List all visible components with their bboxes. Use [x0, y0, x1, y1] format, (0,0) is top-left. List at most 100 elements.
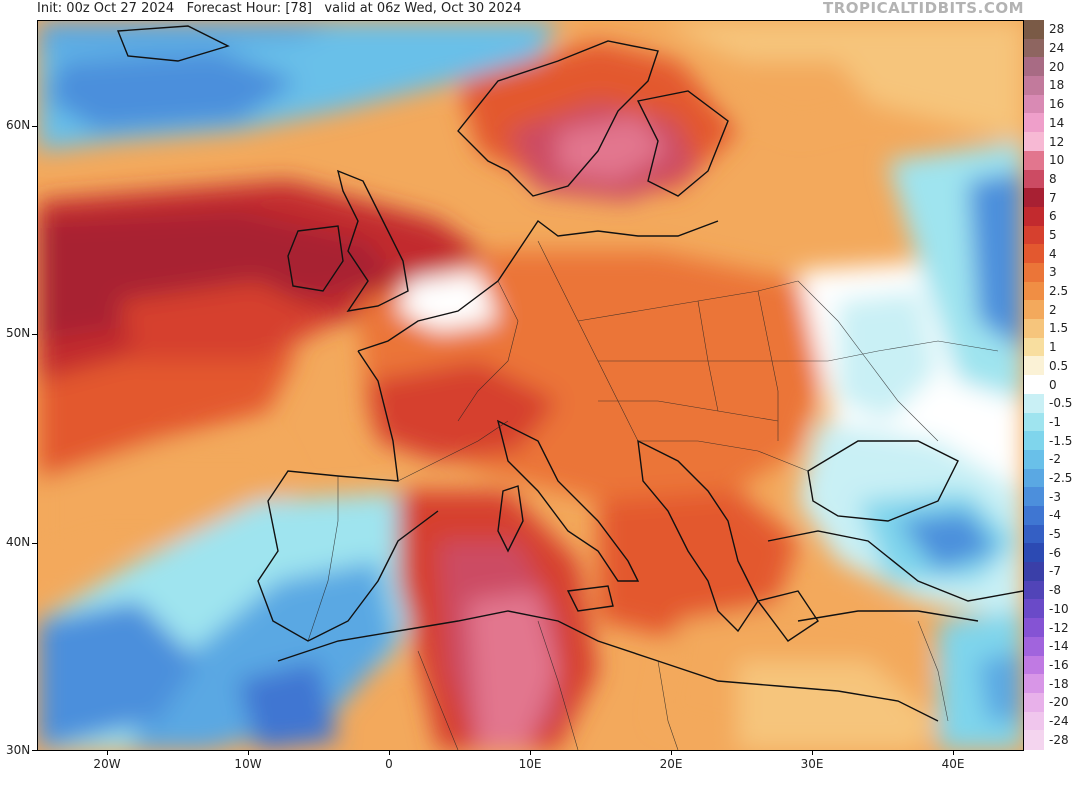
colorbar-swatch — [1024, 449, 1044, 470]
init-time: Init: 00z Oct 27 2024 — [37, 1, 175, 16]
lat-tick — [32, 126, 37, 127]
colorbar-swatch — [1024, 562, 1044, 582]
colorbar-swatch — [1024, 580, 1044, 601]
colorbar-label: 5 — [1049, 227, 1057, 242]
forecast-info: Init: 00z Oct 27 2024 Forecast Hour: [78… — [37, 1, 521, 16]
colorbar-swatch — [1024, 300, 1044, 320]
map-panel[interactable] — [37, 20, 1024, 751]
colorbar-swatch — [1024, 524, 1044, 544]
colorbar-swatch — [1024, 393, 1044, 414]
colorbar-label: -28 — [1049, 732, 1069, 747]
colorbar-label: 4 — [1049, 246, 1057, 261]
lon-tick — [671, 750, 672, 755]
colorbar-swatch — [1024, 431, 1044, 451]
colorbar-label: -3 — [1049, 489, 1061, 504]
colorbar-swatch — [1024, 76, 1044, 96]
colorbar-label: 16 — [1049, 97, 1065, 112]
anomaly-map — [38, 21, 1023, 750]
colorbar-label: 7 — [1049, 190, 1057, 205]
anomaly-field — [38, 21, 1023, 750]
lat-label-50n: 50N — [6, 326, 31, 340]
colorbar-swatch — [1024, 655, 1044, 675]
colorbar-label: 10 — [1049, 153, 1065, 168]
lat-tick — [32, 750, 37, 751]
colorbar-label: -0.5 — [1049, 396, 1073, 411]
lon-label-40e: 40E — [941, 757, 965, 771]
colorbar-label: -12 — [1049, 620, 1069, 635]
colorbar-swatch — [1024, 263, 1044, 283]
colorbar-label: -16 — [1049, 657, 1069, 672]
colorbar-label: -24 — [1049, 713, 1069, 728]
colorbar-label: -18 — [1049, 676, 1069, 691]
colorbar-swatch — [1024, 412, 1044, 432]
colorbar-label: -5 — [1049, 527, 1061, 542]
colorbar-swatch — [1024, 244, 1044, 264]
lon-tick — [530, 750, 531, 755]
colorbar-label: 0.5 — [1049, 358, 1069, 373]
lon-label-0: 0 — [385, 757, 393, 771]
header: Init: 00z Oct 27 2024 Forecast Hour: [78… — [0, 0, 1080, 20]
forecast-hour: Forecast Hour: [78] — [186, 1, 313, 16]
colorbar-label: 0 — [1049, 377, 1057, 392]
colorbar-swatch — [1024, 730, 1044, 750]
colorbar-label: 8 — [1049, 171, 1057, 186]
colorbar-swatch — [1024, 599, 1044, 619]
lon-tick — [953, 750, 954, 755]
colorbar-label: 6 — [1049, 209, 1057, 224]
colorbar-swatch — [1024, 674, 1044, 694]
colorbar-label: 28 — [1049, 22, 1065, 37]
lon-label-30e: 30E — [800, 757, 824, 771]
colorbar-label: 2.5 — [1049, 284, 1069, 299]
colorbar-swatch — [1024, 281, 1044, 301]
colorbar-swatch — [1024, 94, 1044, 115]
colorbar-swatch — [1024, 506, 1044, 526]
colorbar-swatch — [1024, 692, 1044, 713]
lat-label-60n: 60N — [6, 118, 31, 132]
colorbar-swatch — [1024, 356, 1044, 376]
lon-tick — [248, 750, 249, 755]
colorbar-label: -7 — [1049, 564, 1061, 579]
colorbar-swatch — [1024, 618, 1044, 638]
colorbar-label: -1 — [1049, 414, 1061, 429]
lon-label-20e: 20E — [659, 757, 683, 771]
colorbar-label: -14 — [1049, 639, 1069, 654]
colorbar-label: -2 — [1049, 452, 1061, 467]
valid-time: valid at 06z Wed, Oct 30 2024 — [324, 1, 522, 16]
colorbar-swatch — [1024, 711, 1044, 731]
country-borders — [307, 240, 999, 750]
colorbar-swatch — [1024, 150, 1044, 171]
colorbar-label: 3 — [1049, 265, 1057, 280]
colorbar-label: 18 — [1049, 78, 1065, 93]
colorbar-label: -20 — [1049, 695, 1069, 710]
lon-label-20w: 20W — [93, 757, 121, 771]
colorbar-label: -1.5 — [1049, 433, 1073, 448]
colorbar-label: -10 — [1049, 601, 1069, 616]
colorbar-swatch — [1024, 38, 1044, 58]
lon-tick — [812, 750, 813, 755]
colorbar-swatch — [1024, 375, 1044, 395]
colorbar-swatch — [1024, 636, 1044, 657]
lon-tick — [389, 750, 390, 755]
colorbar-label: 20 — [1049, 59, 1065, 74]
colorbar-swatch — [1024, 20, 1044, 40]
colorbar-swatch — [1024, 319, 1044, 339]
lat-tick — [32, 334, 37, 335]
colorbar-label: 14 — [1049, 115, 1065, 130]
colorbar-swatch — [1024, 206, 1044, 227]
colorbar-swatch — [1024, 188, 1044, 208]
colorbar-label: 2 — [1049, 302, 1057, 317]
lon-label-10e: 10E — [518, 757, 542, 771]
lon-label-10w: 10W — [234, 757, 262, 771]
lat-label-30n: 30N — [6, 743, 31, 757]
colorbar-label: -2.5 — [1049, 470, 1073, 485]
colorbar-label: -8 — [1049, 583, 1061, 598]
colorbar-swatch — [1024, 487, 1044, 507]
colorbar-swatch — [1024, 225, 1044, 245]
colorbar-swatch — [1024, 169, 1044, 189]
colorbar-swatch — [1024, 337, 1044, 358]
colorbar-swatch — [1024, 543, 1044, 563]
colorbar-swatch — [1024, 113, 1044, 133]
lat-tick — [32, 543, 37, 544]
colorbar-label: 1 — [1049, 340, 1057, 355]
colorbar-label: 1.5 — [1049, 321, 1069, 336]
